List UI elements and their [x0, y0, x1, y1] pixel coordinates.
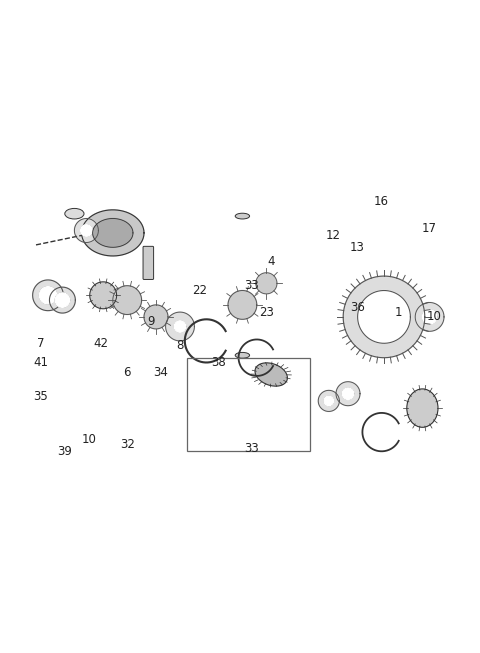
Polygon shape	[90, 282, 117, 309]
Polygon shape	[336, 382, 360, 406]
Text: 12: 12	[326, 229, 341, 242]
Polygon shape	[228, 291, 257, 319]
Text: 33: 33	[245, 279, 259, 292]
Polygon shape	[166, 312, 194, 341]
Text: 39: 39	[58, 445, 72, 458]
Text: 13: 13	[350, 241, 365, 254]
Text: 42: 42	[93, 337, 108, 350]
Polygon shape	[81, 225, 92, 236]
Bar	[187, 358, 310, 451]
Polygon shape	[256, 273, 277, 294]
Text: 17: 17	[422, 221, 437, 234]
Text: 23: 23	[259, 306, 274, 319]
Polygon shape	[324, 396, 334, 406]
Text: 4: 4	[267, 255, 275, 268]
Text: 36: 36	[350, 301, 365, 314]
Ellipse shape	[65, 208, 84, 219]
Text: 33: 33	[245, 442, 259, 455]
Text: 6: 6	[123, 366, 131, 379]
Text: 41: 41	[33, 356, 48, 369]
Ellipse shape	[235, 214, 250, 219]
Polygon shape	[318, 390, 339, 411]
Polygon shape	[55, 293, 70, 308]
Ellipse shape	[407, 389, 438, 427]
Polygon shape	[33, 280, 63, 311]
Ellipse shape	[235, 353, 250, 358]
Text: 8: 8	[176, 339, 184, 352]
Polygon shape	[358, 291, 410, 343]
Polygon shape	[422, 310, 437, 324]
Text: 34: 34	[154, 366, 168, 379]
Polygon shape	[39, 287, 57, 304]
Polygon shape	[415, 302, 444, 331]
Text: 10: 10	[82, 433, 96, 446]
Text: 35: 35	[34, 390, 48, 403]
Polygon shape	[49, 287, 75, 313]
Ellipse shape	[255, 363, 288, 386]
Polygon shape	[74, 219, 98, 242]
Text: 9: 9	[147, 315, 155, 328]
Text: 7: 7	[37, 337, 45, 350]
Polygon shape	[144, 305, 168, 329]
Polygon shape	[82, 210, 144, 256]
Text: 32: 32	[120, 438, 134, 451]
Text: 22: 22	[192, 284, 207, 297]
Text: 38: 38	[211, 356, 226, 369]
Text: 16: 16	[374, 195, 389, 208]
FancyBboxPatch shape	[143, 246, 154, 279]
Polygon shape	[113, 286, 142, 315]
Text: 10: 10	[427, 310, 442, 323]
Polygon shape	[342, 388, 354, 400]
Text: 1: 1	[395, 306, 402, 319]
Polygon shape	[93, 219, 133, 247]
Polygon shape	[174, 321, 186, 332]
Polygon shape	[343, 276, 425, 358]
